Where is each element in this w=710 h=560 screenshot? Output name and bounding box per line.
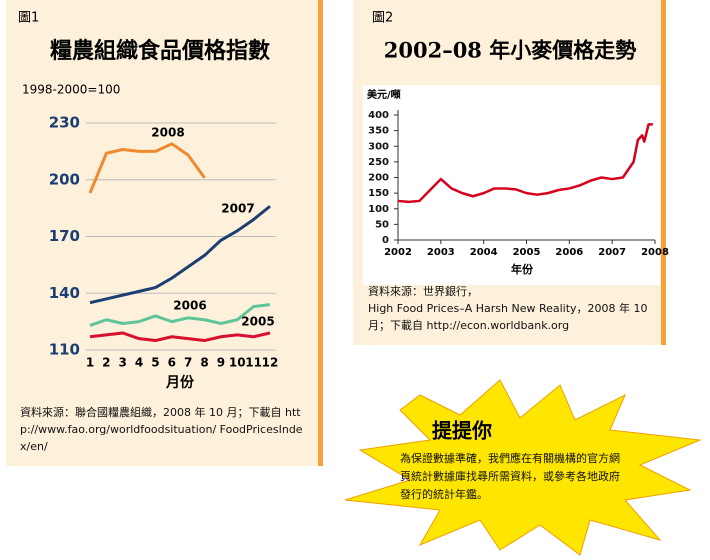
x-tick-label: 11 xyxy=(245,356,262,370)
chart-title: 糧農組織食品價格指數 xyxy=(50,38,270,64)
y-tick-label: 250 xyxy=(368,157,389,168)
x-tick-label: 9 xyxy=(217,356,225,370)
x-tick-label: 2004 xyxy=(470,247,498,258)
y-tick-label: 140 xyxy=(49,284,80,302)
source: 資料來源：世界銀行， High Food Prices–A Harsh New R… xyxy=(368,283,660,334)
series-line xyxy=(89,205,271,305)
x-tick-label: 7 xyxy=(184,356,192,370)
panel-edge xyxy=(661,0,666,345)
chart-title: 2002–08 年小麥價格走勢 xyxy=(384,38,636,63)
panel-edge xyxy=(318,0,323,466)
x-tick-label: 12 xyxy=(262,356,279,370)
subtitle: 1998-2000=100 xyxy=(22,83,120,97)
y-tick-label: 150 xyxy=(368,188,389,199)
x-tick-label: 10 xyxy=(229,356,246,370)
plot-bg xyxy=(363,85,660,285)
y-tick-label: 110 xyxy=(49,341,80,359)
y-tick-label: 350 xyxy=(368,126,389,137)
x-tick-label: 8 xyxy=(200,356,208,370)
x-tick-label: 2003 xyxy=(427,247,455,258)
x-tick-label: 1 xyxy=(86,356,94,370)
series-line xyxy=(397,123,653,204)
x-tick-label: 3 xyxy=(119,356,127,370)
figure-label: 圖1 xyxy=(18,11,39,26)
y-tick-label: 170 xyxy=(49,227,80,245)
series-label: 2008 xyxy=(151,126,184,140)
x-tick-label: 4 xyxy=(135,356,143,370)
figure-label: 圖2 xyxy=(372,11,393,26)
series-label: 2007 xyxy=(221,202,254,216)
x-tick-label: 2006 xyxy=(555,247,583,258)
source: 資料來源：聯合國糧農組織，2008 年 10 月；下載自 http://www.… xyxy=(20,406,303,453)
y-tick-label: 100 xyxy=(368,204,389,215)
y-tick-label: 200 xyxy=(49,170,80,188)
x-axis-label: 年份 xyxy=(511,262,534,276)
y-tick-label: 230 xyxy=(49,114,80,132)
series-label: 2006 xyxy=(173,299,206,313)
y-tick-label: 0 xyxy=(382,235,389,246)
callout-text: 為保證數據準確，我們應在有關機構的官方網頁統計數據庫找尋所需資料，或參考各地政府… xyxy=(400,452,620,501)
y-tick-label: 50 xyxy=(375,219,389,230)
series-label: 2005 xyxy=(241,315,274,329)
panel-1 xyxy=(6,0,320,466)
starburst xyxy=(344,379,702,556)
callout-title: 提提你 xyxy=(432,419,492,443)
x-axis-label: 月份 xyxy=(165,374,195,391)
x-tick-label: 2005 xyxy=(513,247,541,258)
source-text: High Food Prices–A Harsh New Reality，200… xyxy=(368,302,648,332)
source-label: 資料來源：世界銀行， xyxy=(368,285,478,298)
x-tick-label: 5 xyxy=(151,356,159,370)
y-tick-label: 300 xyxy=(368,141,389,152)
series-line xyxy=(89,303,271,327)
y-axis-label: 美元/噸 xyxy=(367,88,401,101)
x-tick-label: 2007 xyxy=(598,247,626,258)
series-line xyxy=(88,142,206,194)
x-tick-label: 6 xyxy=(168,356,176,370)
x-tick-label: 2008 xyxy=(641,247,669,258)
y-tick-label: 200 xyxy=(368,173,389,184)
x-tick-label: 2 xyxy=(102,356,110,370)
series-line xyxy=(89,331,271,343)
x-tick-label: 2002 xyxy=(384,247,412,258)
y-tick-label: 400 xyxy=(368,110,389,121)
